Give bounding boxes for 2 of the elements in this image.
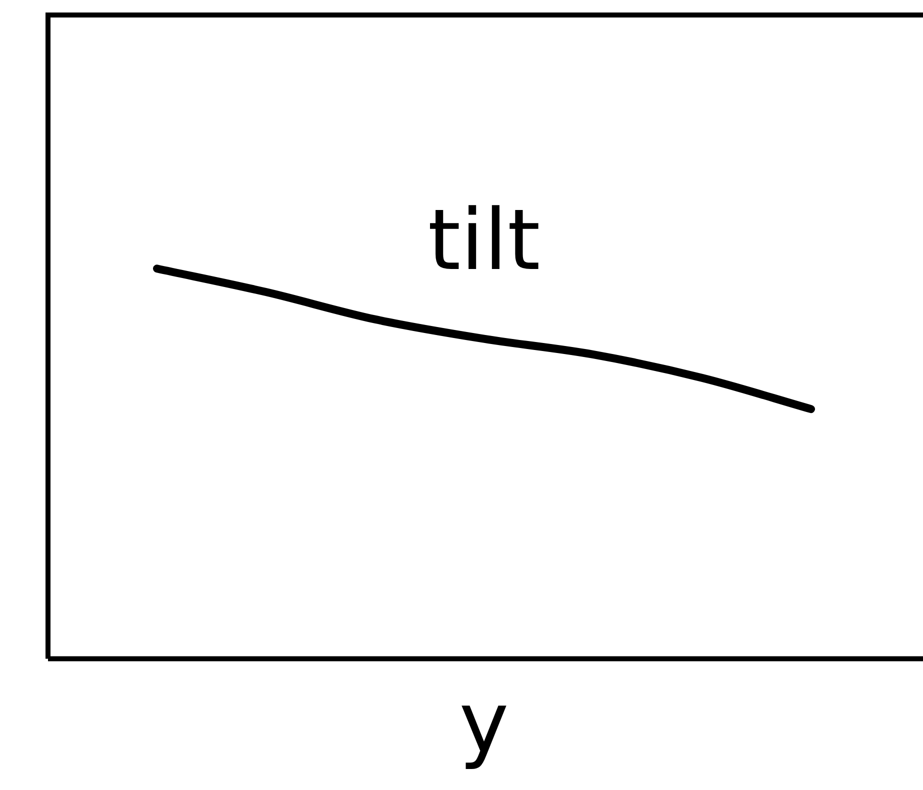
series-label: tilt: [428, 190, 540, 289]
x-axis-title: y: [459, 673, 509, 772]
